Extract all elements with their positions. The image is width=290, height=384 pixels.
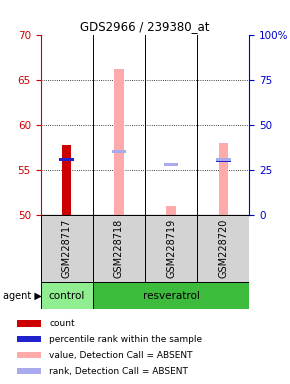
Bar (164, 163, 178, 166)
Text: agent ▶: agent ▶ (3, 291, 42, 301)
Bar (219, 143, 228, 215)
Bar (197, 215, 249, 282)
Bar (59, 157, 74, 161)
Bar (17, 336, 41, 343)
Bar (93, 215, 145, 282)
Text: GSM228719: GSM228719 (166, 219, 176, 278)
Text: value, Detection Call = ABSENT: value, Detection Call = ABSENT (49, 351, 193, 360)
Bar (17, 368, 41, 374)
Text: count: count (49, 319, 75, 328)
Bar (41, 215, 93, 282)
Text: GSM228717: GSM228717 (62, 219, 72, 278)
Text: percentile rank within the sample: percentile rank within the sample (49, 335, 202, 344)
Text: GSM228720: GSM228720 (218, 219, 228, 278)
Bar (219, 143, 228, 215)
Bar (166, 206, 176, 215)
Title: GDS2966 / 239380_at: GDS2966 / 239380_at (80, 20, 210, 33)
Bar (216, 157, 231, 161)
Bar (114, 69, 124, 215)
Bar (93, 282, 249, 309)
Bar (41, 282, 93, 309)
Bar (17, 352, 41, 358)
Text: GSM228718: GSM228718 (114, 219, 124, 278)
Bar (17, 320, 41, 326)
Text: resveratrol: resveratrol (143, 291, 200, 301)
Text: rank, Detection Call = ABSENT: rank, Detection Call = ABSENT (49, 367, 188, 376)
Text: control: control (48, 291, 85, 301)
Bar (62, 145, 71, 215)
Bar (216, 159, 231, 162)
Bar (145, 215, 197, 282)
Bar (112, 150, 126, 154)
